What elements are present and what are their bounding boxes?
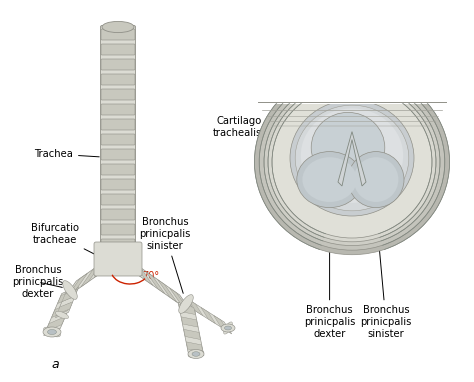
Polygon shape — [81, 264, 101, 287]
Ellipse shape — [301, 108, 403, 203]
Polygon shape — [186, 342, 203, 352]
Ellipse shape — [255, 69, 450, 255]
Ellipse shape — [63, 281, 77, 299]
Text: Cartilago
trachealis: Cartilago trachealis — [213, 116, 273, 152]
Text: b: b — [281, 151, 289, 163]
Polygon shape — [134, 263, 153, 285]
Polygon shape — [186, 298, 232, 334]
Ellipse shape — [354, 157, 399, 202]
Text: Trachea: Trachea — [34, 149, 99, 159]
Polygon shape — [178, 303, 204, 356]
Polygon shape — [55, 287, 79, 317]
Polygon shape — [120, 253, 192, 313]
FancyBboxPatch shape — [101, 59, 135, 70]
FancyBboxPatch shape — [101, 104, 135, 115]
Ellipse shape — [55, 311, 69, 319]
Ellipse shape — [43, 327, 61, 337]
Polygon shape — [201, 308, 215, 324]
Text: Bronchus
prinicpalis
dexter: Bronchus prinicpalis dexter — [304, 214, 356, 338]
Polygon shape — [52, 303, 71, 317]
FancyBboxPatch shape — [100, 26, 136, 254]
FancyBboxPatch shape — [101, 239, 135, 250]
Polygon shape — [188, 299, 203, 316]
Polygon shape — [184, 329, 201, 340]
Ellipse shape — [290, 100, 414, 216]
Ellipse shape — [221, 324, 235, 332]
Text: a: a — [51, 358, 59, 371]
FancyBboxPatch shape — [101, 74, 135, 85]
Polygon shape — [58, 289, 77, 304]
Polygon shape — [46, 317, 65, 332]
Ellipse shape — [179, 295, 193, 313]
Ellipse shape — [295, 105, 409, 211]
Ellipse shape — [188, 350, 204, 358]
Ellipse shape — [297, 152, 363, 207]
Text: 70°: 70° — [142, 271, 159, 281]
Polygon shape — [122, 254, 141, 277]
Polygon shape — [214, 316, 228, 332]
Ellipse shape — [225, 326, 231, 330]
FancyBboxPatch shape — [101, 134, 135, 145]
Polygon shape — [68, 274, 87, 296]
Ellipse shape — [264, 78, 440, 246]
Polygon shape — [146, 271, 165, 294]
FancyBboxPatch shape — [101, 44, 135, 55]
Ellipse shape — [102, 21, 134, 32]
Ellipse shape — [348, 152, 404, 207]
Ellipse shape — [268, 82, 436, 242]
Bar — [240, 0, 464, 104]
FancyBboxPatch shape — [94, 242, 142, 276]
Text: Carina: Carina — [397, 37, 463, 137]
Polygon shape — [179, 304, 195, 314]
Text: Bronchus
prinicpalis
sinister: Bronchus prinicpalis sinister — [360, 214, 412, 338]
Polygon shape — [57, 302, 73, 314]
FancyBboxPatch shape — [101, 224, 135, 235]
FancyBboxPatch shape — [101, 119, 135, 130]
Polygon shape — [338, 132, 366, 186]
FancyBboxPatch shape — [101, 194, 135, 205]
FancyBboxPatch shape — [101, 29, 135, 40]
Text: Bifurcatio
tracheae: Bifurcatio tracheae — [31, 223, 103, 259]
Text: Paries
membranaceus
trachealis: Paries membranaceus trachealis — [276, 0, 354, 99]
Ellipse shape — [47, 330, 56, 335]
FancyBboxPatch shape — [101, 209, 135, 220]
Polygon shape — [158, 280, 177, 302]
FancyBboxPatch shape — [101, 164, 135, 175]
Ellipse shape — [259, 74, 445, 250]
FancyBboxPatch shape — [101, 179, 135, 190]
Ellipse shape — [302, 157, 357, 202]
Ellipse shape — [272, 86, 432, 238]
FancyBboxPatch shape — [101, 89, 135, 100]
Bar — [224, 0, 474, 102]
Ellipse shape — [188, 351, 204, 358]
Ellipse shape — [44, 327, 60, 337]
Text: Bronchus
prinicpalis
sinister: Bronchus prinicpalis sinister — [139, 217, 191, 293]
FancyBboxPatch shape — [101, 149, 135, 160]
Polygon shape — [64, 253, 116, 299]
Ellipse shape — [224, 322, 232, 334]
Polygon shape — [170, 288, 189, 311]
Polygon shape — [94, 255, 114, 277]
Ellipse shape — [311, 112, 385, 183]
Text: Bronchus
prinicpalis
dexter: Bronchus prinicpalis dexter — [12, 265, 64, 299]
Ellipse shape — [192, 352, 200, 356]
Ellipse shape — [102, 248, 134, 256]
Bar — [240, 0, 464, 104]
Polygon shape — [44, 286, 78, 335]
Polygon shape — [62, 289, 78, 301]
Polygon shape — [181, 317, 198, 327]
